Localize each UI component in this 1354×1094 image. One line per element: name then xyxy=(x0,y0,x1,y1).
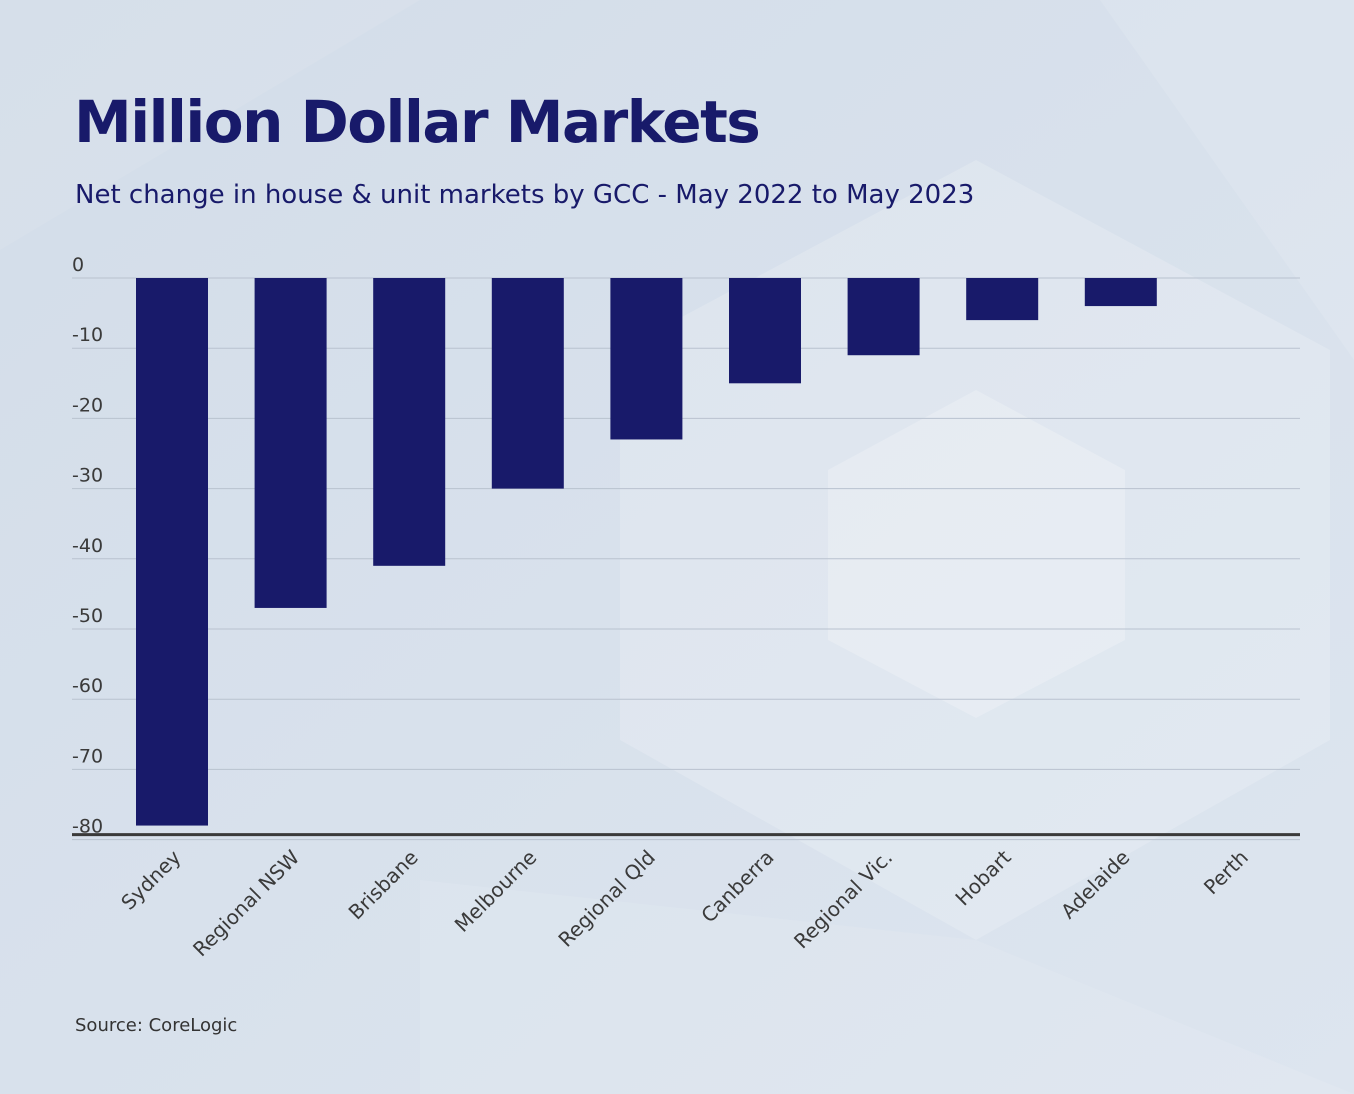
x-tick-label: Melbourne xyxy=(450,845,542,937)
x-tick-label: Regional NSW xyxy=(188,845,304,961)
x-tick-label: Perth xyxy=(1199,845,1253,899)
bar xyxy=(847,278,920,356)
x-tick-label: Regional Vic. xyxy=(789,845,897,953)
y-tick-label: 0 xyxy=(72,254,84,276)
y-tick-label: -60 xyxy=(72,675,103,697)
x-tick-label: Hobart xyxy=(950,845,1015,910)
bar xyxy=(729,278,801,384)
y-tick-label: -80 xyxy=(72,816,103,838)
x-tick-label: Sydney xyxy=(116,845,185,914)
bar xyxy=(491,278,564,489)
y-tick-label: -20 xyxy=(72,394,103,416)
x-tick-label: Canberra xyxy=(696,845,778,927)
x-tick-label: Adelaide xyxy=(1056,845,1134,923)
bar xyxy=(373,278,446,566)
bar xyxy=(254,278,327,608)
chart-title: Million Dollar Markets xyxy=(74,88,761,156)
y-tick-label: -10 xyxy=(72,324,103,346)
bar xyxy=(610,278,683,440)
bar xyxy=(136,278,208,826)
bar xyxy=(1084,278,1157,307)
y-tick-label: -30 xyxy=(72,465,103,487)
bar xyxy=(966,278,1039,321)
x-tick-label: Brisbane xyxy=(344,845,423,924)
source-note: Source: CoreLogic xyxy=(75,1015,238,1036)
x-tick-label: Regional Qld xyxy=(553,845,660,952)
chart-subtitle: Net change in house & unit markets by GC… xyxy=(75,180,975,210)
y-tick-label: -50 xyxy=(72,605,103,627)
y-tick-label: -40 xyxy=(72,535,103,557)
y-tick-label: -70 xyxy=(72,745,103,767)
